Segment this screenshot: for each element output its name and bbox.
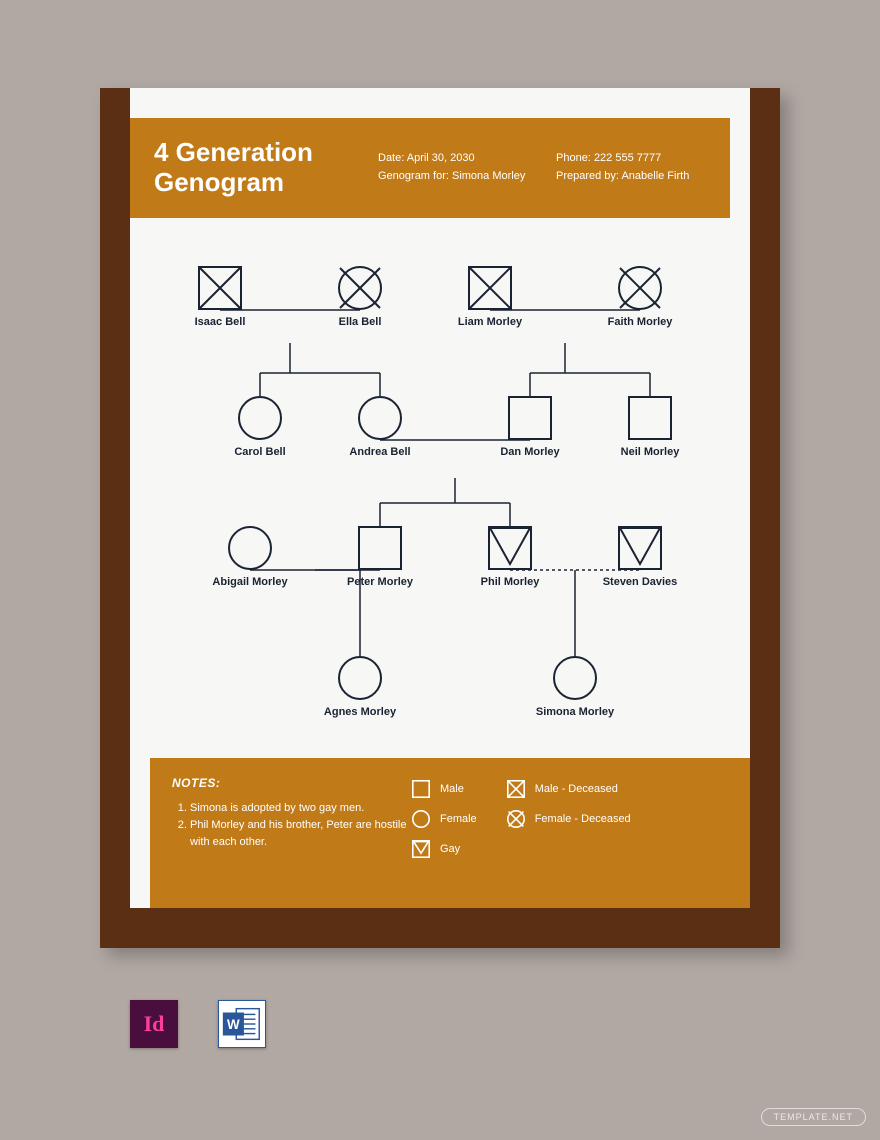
page-title: 4 Generation Genogram (154, 138, 354, 198)
indesign-icon: Id (130, 1000, 178, 1048)
meta-col-2: Phone: 222 555 7777 Prepared by: Anabell… (556, 150, 706, 185)
node-label: Peter Morley (347, 576, 413, 588)
node-liam (469, 267, 511, 309)
legend-col-1: Male Female Gay (412, 780, 477, 890)
node-label: Isaac Bell (195, 316, 246, 328)
header-meta: Date: April 30, 2030 Genogram for: Simon… (378, 150, 706, 185)
node-carol (239, 397, 281, 439)
legend-label: Female - Deceased (535, 813, 631, 825)
legend-symbol-circle (412, 810, 430, 828)
note-item: Phil Morley and his brother, Peter are h… (190, 817, 412, 851)
node-label: Steven Davies (603, 576, 678, 588)
node-label: Faith Morley (608, 316, 673, 328)
footer-bar: NOTES: Simona is adopted by two gay men.… (150, 758, 750, 908)
legend-label: Male (440, 783, 464, 795)
node-isaac (199, 267, 241, 309)
notes-list: Simona is adopted by two gay men.Phil Mo… (172, 800, 412, 851)
node-phil (489, 527, 531, 569)
watermark: TEMPLATE.NET (761, 1108, 866, 1126)
svg-text:W: W (227, 1017, 240, 1032)
node-label: Liam Morley (458, 316, 522, 328)
node-label: Carol Bell (234, 446, 285, 458)
legend-item: Male (412, 780, 477, 798)
legend-item: Female - Deceased (507, 810, 631, 828)
node-label: Andrea Bell (349, 446, 410, 458)
genogram-svg (130, 228, 750, 758)
header-bar: 4 Generation Genogram Date: April 30, 20… (130, 118, 730, 218)
node-andrea (359, 397, 401, 439)
legend-symbol-square-x (507, 780, 525, 798)
app-icons: Id W (130, 1000, 266, 1048)
legend-label: Gay (440, 843, 460, 855)
note-item: Simona is adopted by two gay men. (190, 800, 412, 817)
node-simona (554, 657, 596, 699)
legend-symbol-circle-x (507, 810, 525, 828)
node-label: Ella Bell (339, 316, 382, 328)
node-label: Neil Morley (621, 446, 680, 458)
legend-label: Male - Deceased (535, 783, 618, 795)
legend: Male Female Gay Male - Deceased Female - De… (412, 776, 728, 890)
node-dan (509, 397, 551, 439)
genogram-diagram: Isaac Bell Ella Bell Liam Morley Faith Morl… (130, 228, 750, 758)
meta-col-1: Date: April 30, 2030 Genogram for: Simon… (378, 150, 528, 185)
notes-section: NOTES: Simona is adopted by two gay men.… (172, 776, 412, 890)
node-label: Abigail Morley (212, 576, 287, 588)
node-label: Simona Morley (536, 706, 614, 718)
word-icon: W (218, 1000, 266, 1048)
legend-col-2: Male - Deceased Female - Deceased (507, 780, 631, 890)
node-steven (619, 527, 661, 569)
node-label: Agnes Morley (324, 706, 396, 718)
page-inner: 4 Generation Genogram Date: April 30, 20… (130, 88, 750, 908)
legend-item: Male - Deceased (507, 780, 631, 798)
node-faith (619, 267, 661, 309)
legend-symbol-square-tri (412, 840, 430, 858)
node-neil (629, 397, 671, 439)
node-abigail (229, 527, 271, 569)
legend-label: Female (440, 813, 477, 825)
node-label: Dan Morley (500, 446, 559, 458)
legend-item: Gay (412, 840, 477, 858)
node-agnes (339, 657, 381, 699)
legend-item: Female (412, 810, 477, 828)
node-label: Phil Morley (481, 576, 540, 588)
notes-title: NOTES: (172, 776, 412, 790)
node-ella (339, 267, 381, 309)
document-card: 4 Generation Genogram Date: April 30, 20… (100, 88, 780, 948)
legend-symbol-square (412, 780, 430, 798)
node-peter (359, 527, 401, 569)
